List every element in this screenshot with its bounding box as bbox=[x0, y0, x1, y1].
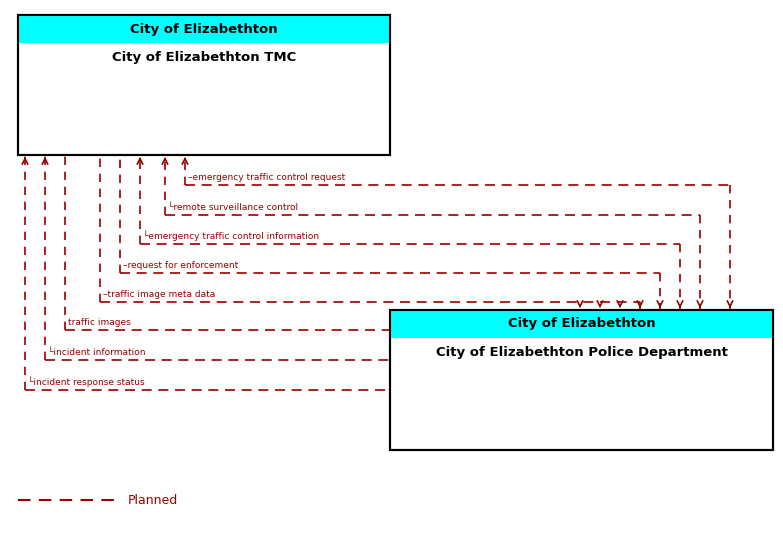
Text: City of Elizabethton: City of Elizabethton bbox=[130, 22, 278, 35]
Text: –traffic image meta data: –traffic image meta data bbox=[103, 290, 215, 299]
Text: –request for enforcement: –request for enforcement bbox=[123, 261, 238, 270]
Bar bbox=[390, 310, 773, 338]
Text: City of Elizabethton: City of Elizabethton bbox=[507, 318, 655, 331]
Bar bbox=[18, 15, 390, 155]
Text: └incident information: └incident information bbox=[48, 348, 146, 357]
Bar bbox=[18, 15, 390, 155]
Text: –emergency traffic control request: –emergency traffic control request bbox=[188, 173, 345, 182]
Text: City of Elizabethton Police Department: City of Elizabethton Police Department bbox=[435, 346, 727, 359]
Bar bbox=[390, 310, 773, 450]
Text: traffic images: traffic images bbox=[68, 318, 131, 327]
Text: └remote surveillance control: └remote surveillance control bbox=[168, 203, 298, 212]
Text: └emergency traffic control information: └emergency traffic control information bbox=[143, 230, 319, 241]
Bar bbox=[390, 310, 773, 450]
Text: Planned: Planned bbox=[128, 494, 179, 507]
Text: City of Elizabethton TMC: City of Elizabethton TMC bbox=[112, 51, 296, 64]
Bar bbox=[18, 15, 390, 43]
Text: └incident response status: └incident response status bbox=[28, 376, 145, 387]
